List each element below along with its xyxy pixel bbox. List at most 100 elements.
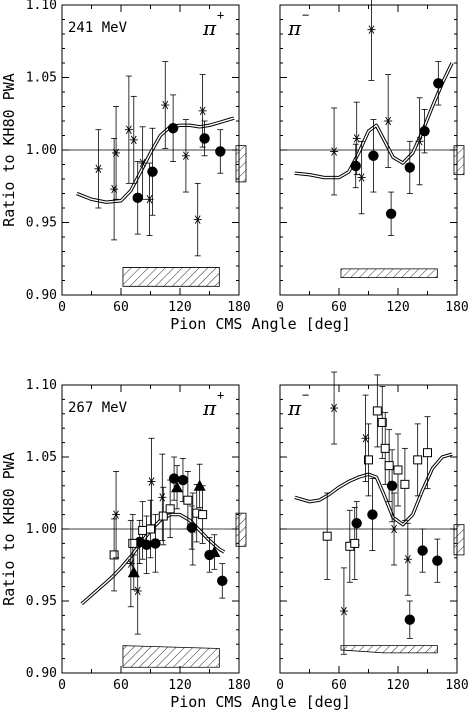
y-tick-label: 1.05	[26, 450, 57, 465]
data-point-square	[128, 538, 138, 548]
asterisk-stroke	[358, 173, 365, 182]
data-point-square	[413, 455, 423, 465]
asterisk-stroke	[341, 606, 347, 616]
y-tick-label: 1.05	[26, 71, 57, 86]
asterisk-stroke	[368, 25, 375, 34]
x-tick-label: 120	[168, 678, 191, 693]
asterisk-stroke	[353, 134, 360, 143]
chart-panel-1: 0 60 120 180 0.90 0.95 1.00 1.05 1.10 Pion CMS An…	[0, 0, 351, 333]
y-tick-label: 0.95	[26, 216, 57, 231]
data-point-square	[380, 443, 390, 453]
systematic-band	[122, 645, 220, 668]
data-point-square	[350, 538, 360, 548]
asterisk-stroke	[159, 493, 166, 502]
data-point-circle	[141, 539, 152, 551]
normalization-bar	[235, 145, 247, 183]
data-point-circle	[167, 123, 179, 134]
y-tick-label: 0.90	[26, 666, 57, 681]
normalization-bar	[453, 524, 465, 556]
asterisk-stroke	[139, 158, 146, 168]
data-point-asterisk	[133, 586, 142, 596]
data-point-circle	[433, 78, 444, 89]
data-point-triangle	[171, 481, 184, 493]
asterisk-stroke	[362, 434, 369, 443]
data-point-asterisk	[158, 493, 167, 502]
data-point-asterisk	[384, 116, 393, 126]
energy-label: 267 MeV	[68, 400, 128, 416]
y-axis-title: Ratio to KH80 PWA	[0, 452, 18, 606]
x-tick-label: 120	[386, 300, 409, 315]
data-point-asterisk	[138, 158, 147, 168]
x-axis-title: Pion CMS Angle [deg]	[170, 693, 351, 711]
data-point-circle	[404, 614, 415, 625]
data-point-square	[364, 455, 373, 465]
data-point-circle	[215, 146, 226, 157]
pion-charge: +	[217, 8, 224, 22]
asterisk-stroke	[146, 195, 153, 204]
chart-panel-2: 0 60 120 180 π−	[276, 0, 469, 315]
data-point-circle	[432, 555, 443, 566]
asterisk-stroke	[331, 147, 337, 156]
data-point-square	[372, 406, 382, 416]
asterisk-stroke	[199, 106, 206, 116]
data-point-asterisk	[126, 559, 135, 568]
asterisk-stroke	[404, 555, 411, 564]
y-tick-label: 0.90	[26, 288, 57, 303]
asterisk-stroke	[391, 524, 397, 534]
theory-curve-inner	[76, 117, 235, 203]
data-point-circle	[404, 162, 415, 173]
data-point-circle	[386, 480, 398, 491]
data-point-circle	[417, 545, 428, 556]
systematic-band	[340, 645, 438, 654]
data-point-circle	[350, 160, 361, 172]
data-point-square	[384, 461, 394, 471]
asterisk-stroke	[95, 164, 102, 174]
asterisk-stroke	[183, 151, 189, 161]
asterisk-stroke	[125, 125, 132, 134]
data-point-square	[322, 531, 332, 541]
x-tick-label: 180	[227, 678, 250, 693]
data-point-circle	[367, 509, 378, 520]
x-tick-label: 0	[58, 678, 66, 693]
data-point-square	[423, 448, 432, 458]
data-point-asterisk	[357, 173, 366, 182]
data-point-square	[377, 417, 387, 427]
data-point-square	[109, 550, 119, 560]
data-point-triangle	[208, 546, 221, 558]
x-axis-title: Pion CMS Angle [deg]	[170, 315, 351, 333]
data-point-asterisk	[403, 555, 412, 564]
normalization-bar	[235, 512, 247, 547]
asterisk-stroke	[416, 137, 423, 146]
data-point-circle	[385, 208, 397, 219]
energy-label: 241 MeV	[68, 20, 128, 36]
data-point-asterisk	[352, 134, 361, 143]
data-point-circle	[132, 192, 143, 204]
data-point-asterisk	[330, 147, 339, 156]
data-point-asterisk	[147, 477, 156, 486]
data-point-square	[400, 479, 410, 489]
data-point-asterisk	[390, 524, 399, 534]
data-point-square	[393, 465, 403, 475]
x-tick-label: 120	[168, 300, 191, 315]
pion-charge: +	[217, 388, 224, 402]
data-point-circle	[177, 474, 189, 486]
data-point-triangle	[193, 479, 206, 491]
data-point-circle	[351, 518, 362, 529]
pion-symbol: π	[202, 16, 217, 40]
asterisk-stroke	[148, 477, 155, 486]
systematic-band	[122, 267, 220, 287]
data-point-asterisk	[339, 606, 348, 616]
data-point-square	[183, 495, 193, 505]
x-tick-label: 0	[276, 300, 284, 315]
data-point-asterisk	[112, 510, 121, 519]
data-point-circle	[150, 538, 161, 549]
x-tick-label: 180	[445, 678, 468, 693]
data-point-asterisk	[367, 25, 376, 34]
x-tick-label: 60	[331, 300, 347, 315]
x-tick-label: 120	[386, 678, 409, 693]
systematic-band	[340, 268, 438, 279]
data-point-asterisk	[198, 106, 207, 116]
data-point-square	[198, 510, 208, 520]
theory-curve-inner	[294, 453, 453, 526]
